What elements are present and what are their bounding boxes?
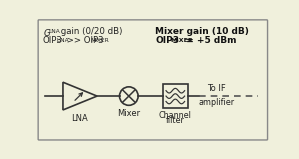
Text: To IF: To IF <box>207 84 226 93</box>
FancyBboxPatch shape <box>38 20 268 140</box>
Text: LNA: LNA <box>72 114 89 123</box>
Text: >> OIP3: >> OIP3 <box>65 36 104 45</box>
Text: $\mathit{G}$: $\mathit{G}$ <box>43 27 51 38</box>
Text: Channel: Channel <box>159 111 192 120</box>
Text: filter: filter <box>166 116 185 125</box>
Text: amplifier: amplifier <box>198 98 234 107</box>
Text: LNA: LNA <box>55 38 69 43</box>
Text: OIP3: OIP3 <box>43 36 63 45</box>
Text: Mixer: Mixer <box>117 109 141 118</box>
Text: LNA: LNA <box>48 29 60 34</box>
Bar <box>163 84 188 108</box>
Text: = +5 dBm: = +5 dBm <box>183 36 237 45</box>
Text: OIP3: OIP3 <box>155 36 179 45</box>
Text: gain (0/20 dB): gain (0/20 dB) <box>57 27 122 36</box>
Text: MIXER: MIXER <box>91 38 110 43</box>
Text: Mixer gain (10 dB): Mixer gain (10 dB) <box>155 27 249 36</box>
Text: MIXER: MIXER <box>170 38 193 43</box>
